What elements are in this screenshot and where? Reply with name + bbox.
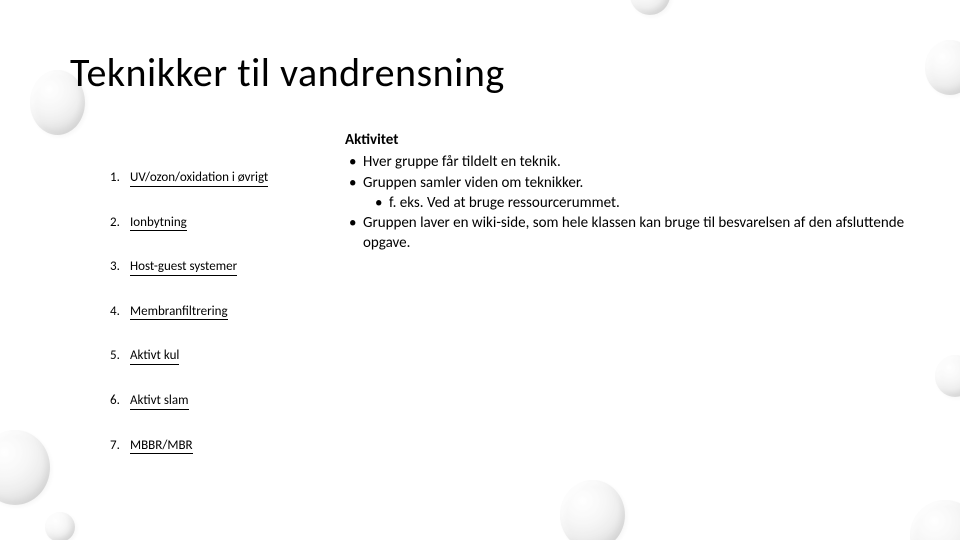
list-number: 2.	[110, 215, 130, 232]
list-label: Host-guest systemer	[130, 259, 237, 276]
list-item: 5. Aktivt kul	[110, 348, 325, 365]
activity-sub-bullet: f. eks. Ved at bruge ressourcerummet.	[345, 193, 935, 213]
activity-block: Aktivitet Hver gruppe får tildelt en tek…	[345, 130, 935, 254]
list-label: Aktivt slam	[130, 393, 189, 410]
activity-heading: Aktivitet	[345, 130, 935, 150]
water-drop-icon	[925, 40, 960, 95]
water-drop-icon	[0, 430, 50, 505]
list-item: 1. UV/ozon/oxidation i øvrigt	[110, 170, 325, 187]
list-item: 3. Host-guest systemer	[110, 259, 325, 276]
techniques-list: 1. UV/ozon/oxidation i øvrigt 2. Ionbytn…	[110, 170, 325, 482]
list-item: 7. MBBR/MBR	[110, 438, 325, 455]
list-number: 3.	[110, 259, 130, 276]
list-number: 1.	[110, 170, 130, 187]
list-number: 4.	[110, 304, 130, 321]
water-drop-icon	[935, 355, 960, 397]
list-item: 4. Membranfiltrering	[110, 304, 325, 321]
list-number: 7.	[110, 438, 130, 455]
list-item: 6. Aktivt slam	[110, 393, 325, 410]
activity-bullet: Gruppen samler viden om teknikker.	[345, 173, 935, 193]
list-number: 6.	[110, 393, 130, 410]
list-label: Ionbytning	[130, 215, 187, 232]
activity-bullet: Gruppen laver en wiki-side, som hele kla…	[345, 213, 935, 254]
page-title: Teknikker til vandrensning	[70, 48, 505, 97]
water-drop-icon	[630, 0, 670, 15]
list-number: 5.	[110, 348, 130, 365]
water-drop-icon	[45, 512, 75, 540]
list-label: Membranfiltrering	[130, 304, 228, 321]
water-drop-icon	[560, 480, 625, 540]
list-item: 2. Ionbytning	[110, 215, 325, 232]
water-drop-icon	[910, 500, 960, 540]
list-label: Aktivt kul	[130, 348, 179, 365]
activity-bullet: Hver gruppe får tildelt en teknik.	[345, 152, 935, 172]
list-label: MBBR/MBR	[130, 438, 193, 455]
list-label: UV/ozon/oxidation i øvrigt	[130, 170, 268, 187]
